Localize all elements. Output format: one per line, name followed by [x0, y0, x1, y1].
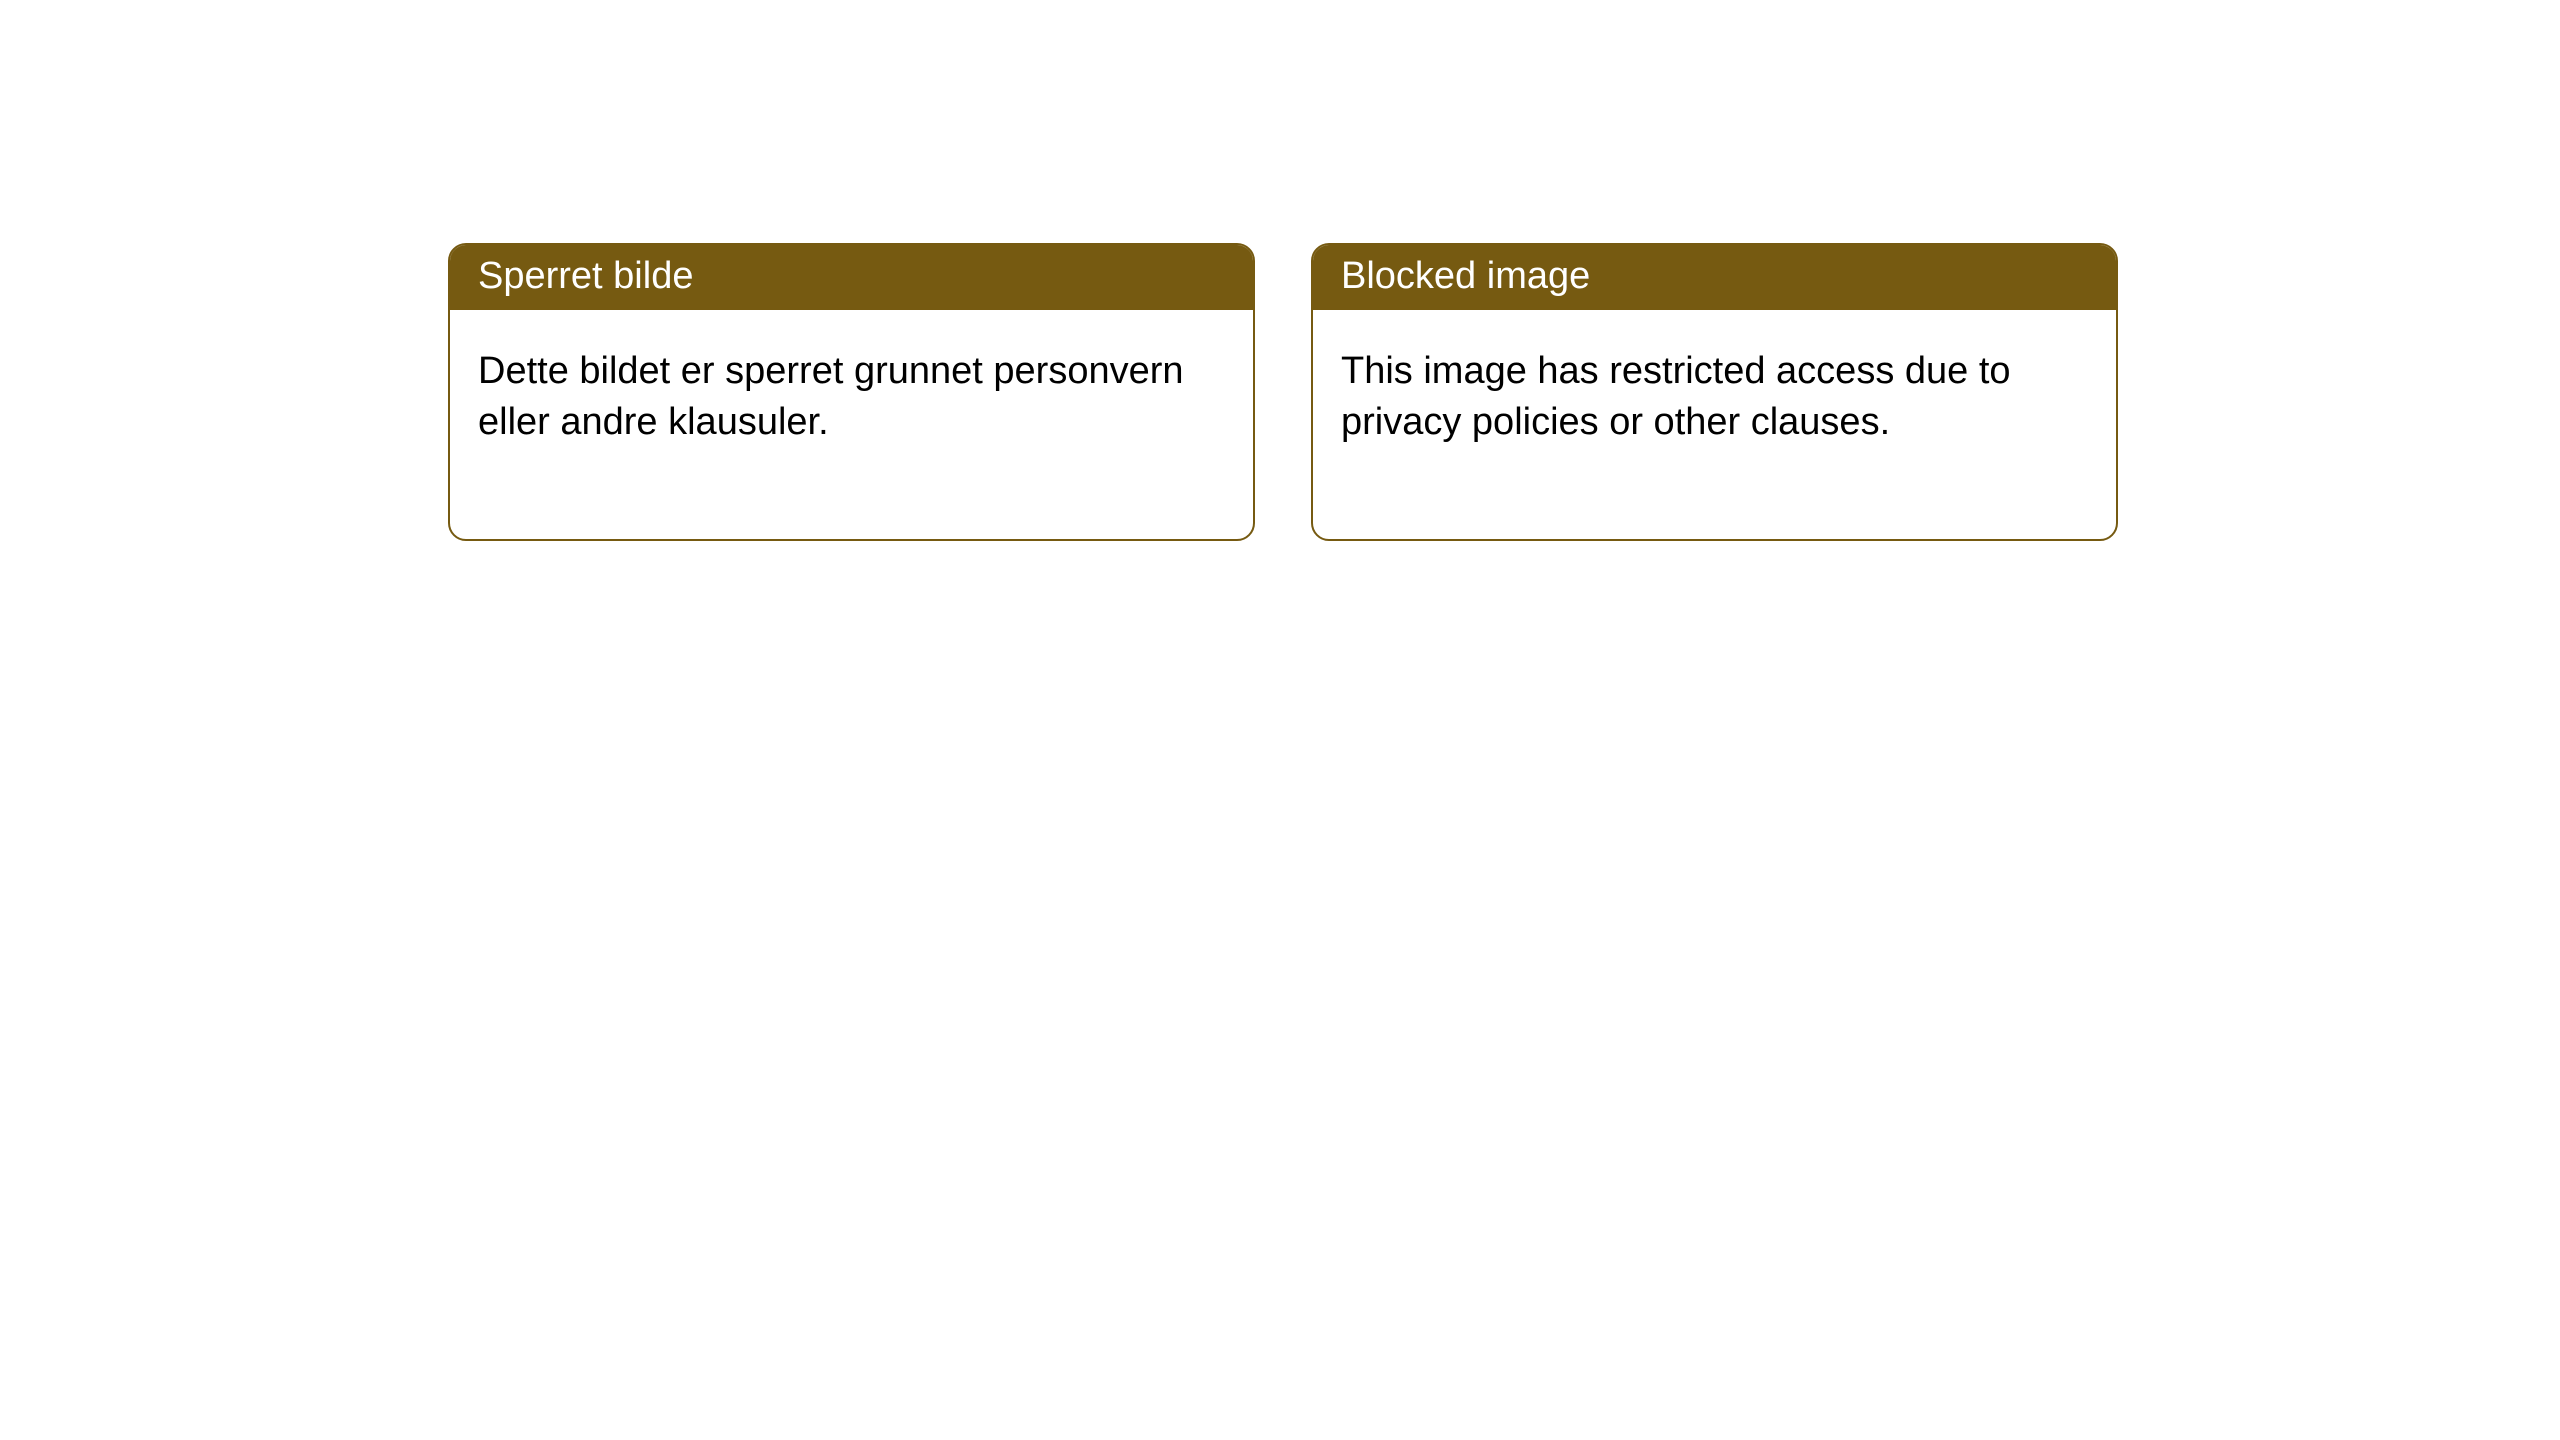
- card-message: This image has restricted access due to …: [1341, 350, 2011, 443]
- card-header: Blocked image: [1313, 245, 2116, 310]
- blocked-image-card-en: Blocked image This image has restricted …: [1311, 243, 2118, 541]
- notice-container: Sperret bilde Dette bildet er sperret gr…: [0, 0, 2560, 541]
- blocked-image-card-no: Sperret bilde Dette bildet er sperret gr…: [448, 243, 1255, 541]
- card-body: This image has restricted access due to …: [1313, 310, 2116, 539]
- card-title: Sperret bilde: [478, 255, 693, 297]
- card-title: Blocked image: [1341, 255, 1590, 297]
- card-message: Dette bildet er sperret grunnet personve…: [478, 350, 1184, 443]
- card-body: Dette bildet er sperret grunnet personve…: [450, 310, 1253, 539]
- card-header: Sperret bilde: [450, 245, 1253, 310]
